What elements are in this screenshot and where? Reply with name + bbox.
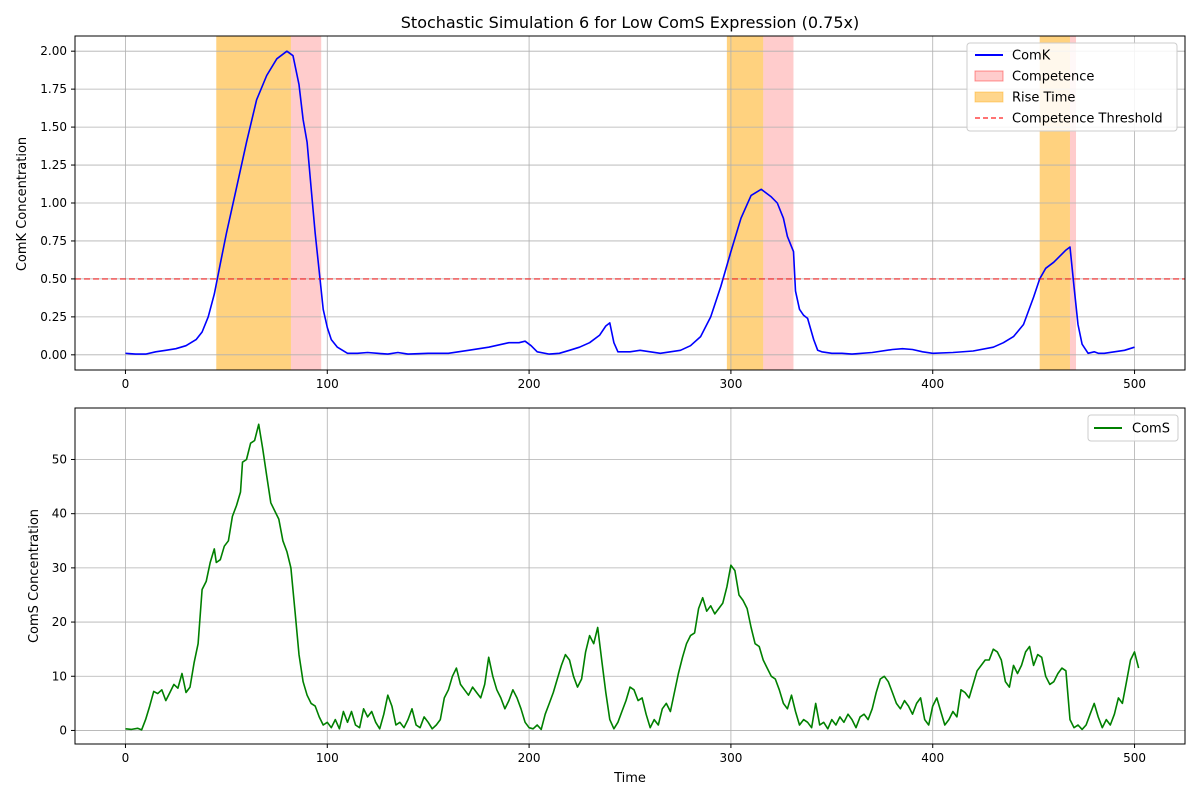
comk-x-tick-label: 400 [921, 377, 944, 391]
coms-y-tick-label: 30 [52, 561, 67, 575]
comk-legend: ComK Competence Rise Time Competence Thresh… [966, 42, 1178, 132]
coms-x-tick-label: 200 [518, 751, 541, 765]
comk-chart-title: Stochastic Simulation 6 for Low ComS Exp… [401, 13, 859, 32]
comk-y-tick-label: 0.25 [40, 310, 67, 324]
coms-plot-area: 0 100 200 300 400 500 0 10 20 30 40 50 ComS [52, 407, 1186, 765]
legend-rise-time-label: Rise Time [1012, 91, 1075, 106]
comk-y-axis-label: ComK Concentration [15, 137, 30, 271]
comk-y-tick-label: 0.00 [40, 348, 67, 362]
coms-y-tick-label: 20 [52, 615, 67, 629]
coms-legend-box [1087, 414, 1179, 442]
coms-legend: ComS [1087, 414, 1179, 442]
comk-y-tick-label: 1.75 [40, 82, 67, 96]
coms-y-axis-label: ComS Concentration [27, 509, 42, 643]
comk-y-tick-label: 1.50 [40, 120, 67, 134]
comk-x-tick-label: 200 [518, 377, 541, 391]
coms-y-tick-label: 40 [52, 507, 67, 521]
comk-y-tick-label: 0.50 [40, 272, 67, 286]
comk-x-tick-label: 0 [122, 377, 130, 391]
comk-x-tick-label: 300 [719, 377, 742, 391]
comk-y-tick-label: 0.75 [40, 234, 67, 248]
comk-y-tick-label: 1.25 [40, 158, 67, 172]
comk-y-tick-label: 2.00 [40, 44, 67, 58]
coms-x-tick-label: 100 [316, 751, 339, 765]
coms-axes-frame [74, 407, 1186, 745]
comk-y-tick-label: 1.00 [40, 196, 67, 210]
legend-competence-label: Competence [1012, 70, 1094, 85]
coms-x-tick-label: 500 [1123, 751, 1146, 765]
coms-x-tick-label: 300 [719, 751, 742, 765]
coms-coms-line [125, 423, 1140, 731]
comk-x-tick-label: 100 [316, 377, 339, 391]
coms-y-tick-label: 0 [59, 723, 67, 737]
comk-legend-box [966, 42, 1178, 132]
coms-y-tick-label: 10 [52, 669, 67, 683]
comk-comk-line [125, 50, 1135, 355]
coms-x-tick-label: 0 [122, 751, 130, 765]
legend-comk-label: ComK [1012, 49, 1051, 64]
coms-x-axis-label: Time [613, 771, 646, 786]
legend-competence-swatch [974, 70, 1004, 82]
coms-x-tick-label: 400 [921, 751, 944, 765]
legend-rise-time-swatch [974, 91, 1004, 103]
legend-competence-threshold-label: Competence Threshold [1012, 112, 1163, 127]
coms-y-tick-label: 50 [52, 452, 67, 466]
comk-chart: Stochastic Simulation 6 for Low ComS Exp… [15, 13, 1186, 391]
coms-chart: Time ComS Concentration 0 100 200 300 400 500… [27, 407, 1186, 786]
legend-coms-label: ComS [1132, 422, 1170, 437]
comk-x-tick-label: 500 [1123, 377, 1146, 391]
comk-plot-area: 0 100 200 300 400 500 0.00 0.25 0.50 0.75 1.00 1.25… [40, 35, 1186, 391]
